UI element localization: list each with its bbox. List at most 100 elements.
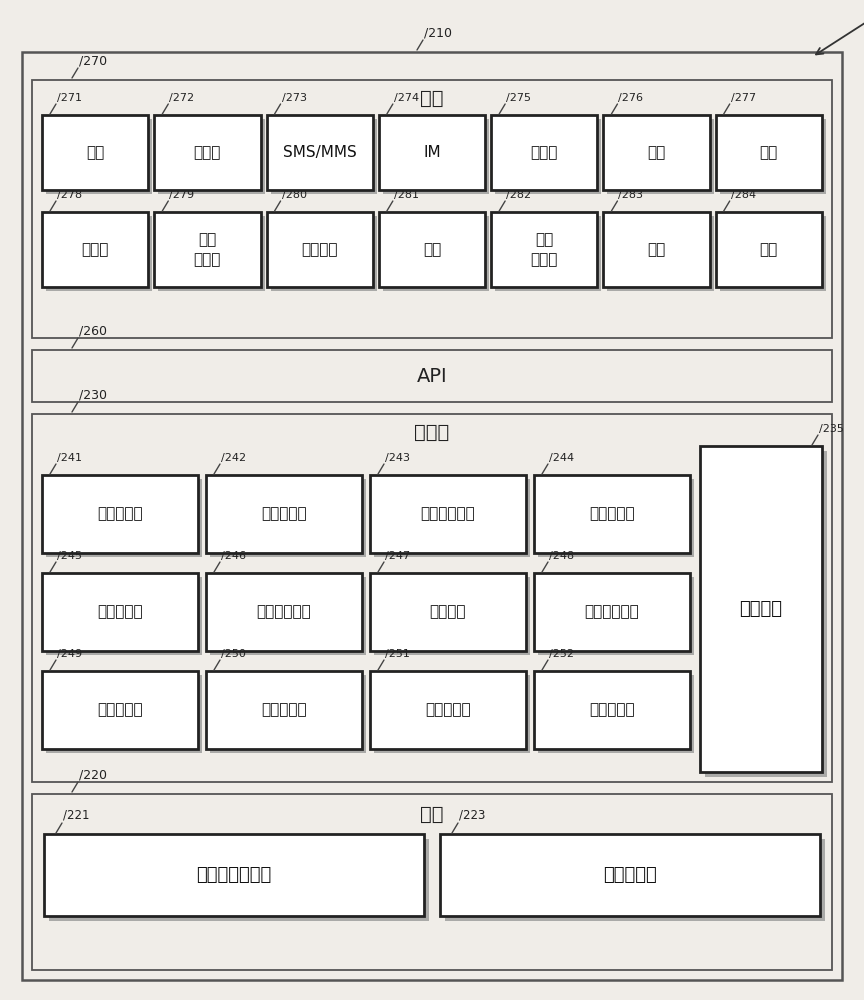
- Bar: [46, 216, 152, 291]
- Bar: [42, 475, 198, 553]
- Text: 闹钟: 闹钟: [759, 145, 778, 160]
- Text: /270: /270: [79, 54, 107, 67]
- Text: /281: /281: [394, 190, 419, 200]
- Bar: [383, 216, 489, 291]
- Bar: [155, 115, 261, 190]
- Bar: [534, 475, 690, 553]
- Bar: [538, 675, 694, 753]
- Bar: [538, 577, 694, 655]
- Text: API: API: [416, 366, 448, 385]
- Bar: [603, 212, 709, 287]
- Text: 窗口管理器: 窗口管理器: [261, 506, 307, 522]
- Bar: [210, 675, 366, 753]
- Text: /252: /252: [549, 649, 574, 659]
- Text: /260: /260: [79, 324, 107, 337]
- Text: IM: IM: [423, 145, 441, 160]
- Text: /248: /248: [549, 551, 574, 561]
- Text: 通知管理器: 通知管理器: [97, 702, 143, 718]
- Bar: [534, 573, 690, 651]
- Text: /210: /210: [424, 26, 452, 39]
- Bar: [42, 115, 149, 190]
- Bar: [374, 675, 530, 753]
- Bar: [607, 216, 714, 291]
- Text: 包管理器: 包管理器: [429, 604, 467, 619]
- Bar: [720, 216, 826, 291]
- Text: /244: /244: [549, 453, 574, 463]
- Text: /274: /274: [394, 93, 419, 103]
- Text: 日历: 日历: [422, 242, 442, 257]
- Bar: [32, 80, 832, 338]
- Text: SMS/MMS: SMS/MMS: [283, 145, 357, 160]
- Text: 应用管理器: 应用管理器: [97, 506, 143, 522]
- Bar: [32, 794, 832, 970]
- Text: /284: /284: [731, 190, 756, 200]
- Text: /246: /246: [221, 551, 246, 561]
- Bar: [370, 475, 526, 553]
- Bar: [32, 350, 832, 402]
- Text: /283: /283: [619, 190, 644, 200]
- Text: /276: /276: [619, 93, 644, 103]
- Bar: [155, 212, 261, 287]
- Text: 位置管理器: 位置管理器: [261, 702, 307, 718]
- Text: 应用: 应用: [420, 89, 444, 107]
- Bar: [206, 475, 362, 553]
- Text: /279: /279: [169, 190, 194, 200]
- Text: /277: /277: [731, 93, 756, 103]
- Bar: [32, 414, 832, 782]
- Text: /242: /242: [221, 453, 246, 463]
- Bar: [210, 479, 366, 557]
- Bar: [715, 212, 822, 287]
- Text: /221: /221: [63, 809, 90, 822]
- Bar: [267, 115, 373, 190]
- Bar: [158, 216, 264, 291]
- Text: /220: /220: [79, 768, 107, 781]
- Bar: [206, 671, 362, 749]
- Text: /245: /245: [57, 551, 82, 561]
- Bar: [491, 212, 597, 287]
- Text: /250: /250: [221, 649, 246, 659]
- Text: 图形管理器: 图形管理器: [425, 702, 471, 718]
- Text: 系统资源管理器: 系统资源管理器: [196, 866, 271, 884]
- Text: 媒体
播放器: 媒体 播放器: [530, 232, 558, 267]
- Bar: [46, 577, 202, 655]
- Bar: [495, 216, 601, 291]
- Bar: [42, 212, 149, 287]
- Text: 运行时库: 运行时库: [740, 600, 783, 618]
- Bar: [538, 479, 694, 557]
- Text: 联系人: 联系人: [81, 242, 109, 257]
- Bar: [440, 834, 820, 916]
- Text: /272: /272: [169, 93, 194, 103]
- Text: 主页: 主页: [86, 145, 105, 160]
- Text: /247: /247: [385, 551, 410, 561]
- Bar: [206, 573, 362, 651]
- Text: /235: /235: [819, 424, 844, 434]
- Bar: [607, 119, 714, 194]
- Text: /251: /251: [385, 649, 410, 659]
- Text: 数据库管理器: 数据库管理器: [257, 604, 311, 619]
- Bar: [210, 577, 366, 655]
- Text: /282: /282: [506, 190, 531, 200]
- Text: 拨号器: 拨号器: [194, 145, 221, 160]
- Bar: [720, 119, 826, 194]
- Text: 相册: 相册: [647, 242, 665, 257]
- Bar: [267, 212, 373, 287]
- Text: /275: /275: [506, 93, 531, 103]
- Text: 语音
拨号器: 语音 拨号器: [194, 232, 221, 267]
- Text: /278: /278: [57, 190, 82, 200]
- Bar: [270, 216, 377, 291]
- Text: 浏览器: 浏览器: [530, 145, 558, 160]
- Bar: [603, 115, 709, 190]
- Bar: [495, 119, 601, 194]
- Bar: [715, 115, 822, 190]
- Text: /241: /241: [57, 453, 82, 463]
- Bar: [534, 671, 690, 749]
- Bar: [270, 119, 377, 194]
- Bar: [700, 446, 822, 772]
- Bar: [445, 839, 825, 921]
- Bar: [158, 119, 264, 194]
- Text: /243: /243: [385, 453, 410, 463]
- Text: 中间件: 中间件: [415, 422, 449, 442]
- Bar: [378, 115, 486, 190]
- Bar: [374, 479, 530, 557]
- Bar: [42, 671, 198, 749]
